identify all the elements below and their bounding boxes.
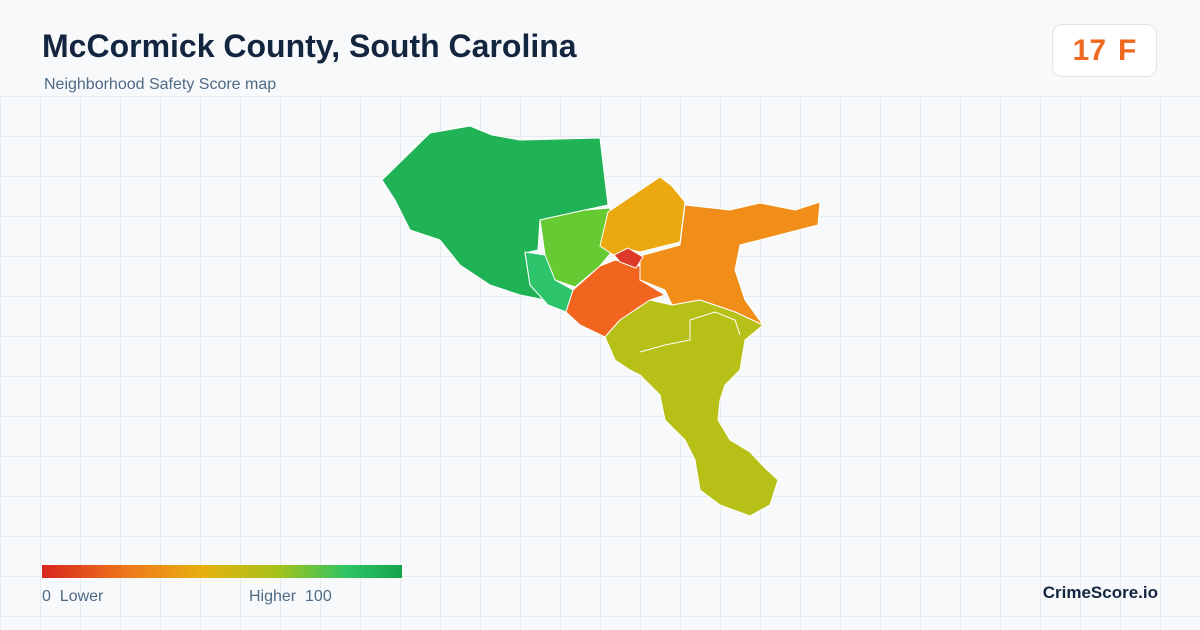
region xyxy=(381,125,609,301)
subtitle: Neighborhood Safety Score map xyxy=(44,76,277,93)
score-badge: 17 F xyxy=(1052,24,1157,77)
title: McCormick County, South Carolina xyxy=(42,28,577,64)
region xyxy=(613,247,644,269)
legend-min-value: 0 xyxy=(42,588,51,605)
region xyxy=(599,176,686,257)
header xyxy=(0,0,1200,96)
score-grade: F xyxy=(1118,34,1137,67)
region xyxy=(565,259,666,338)
legend-max-label: Higher xyxy=(249,588,297,605)
legend-gradient xyxy=(42,565,402,578)
legend-max-value: 100 xyxy=(305,588,332,605)
legend-min-label: Lower xyxy=(59,588,104,605)
brand: CrimeScore.io xyxy=(1042,583,1158,602)
region xyxy=(604,299,779,517)
legend-min: 0 Lower xyxy=(42,588,103,606)
legend-max: Higher 100 xyxy=(249,588,332,606)
score-value: 17 xyxy=(1072,34,1107,67)
region-border xyxy=(639,311,741,353)
region xyxy=(639,201,821,326)
